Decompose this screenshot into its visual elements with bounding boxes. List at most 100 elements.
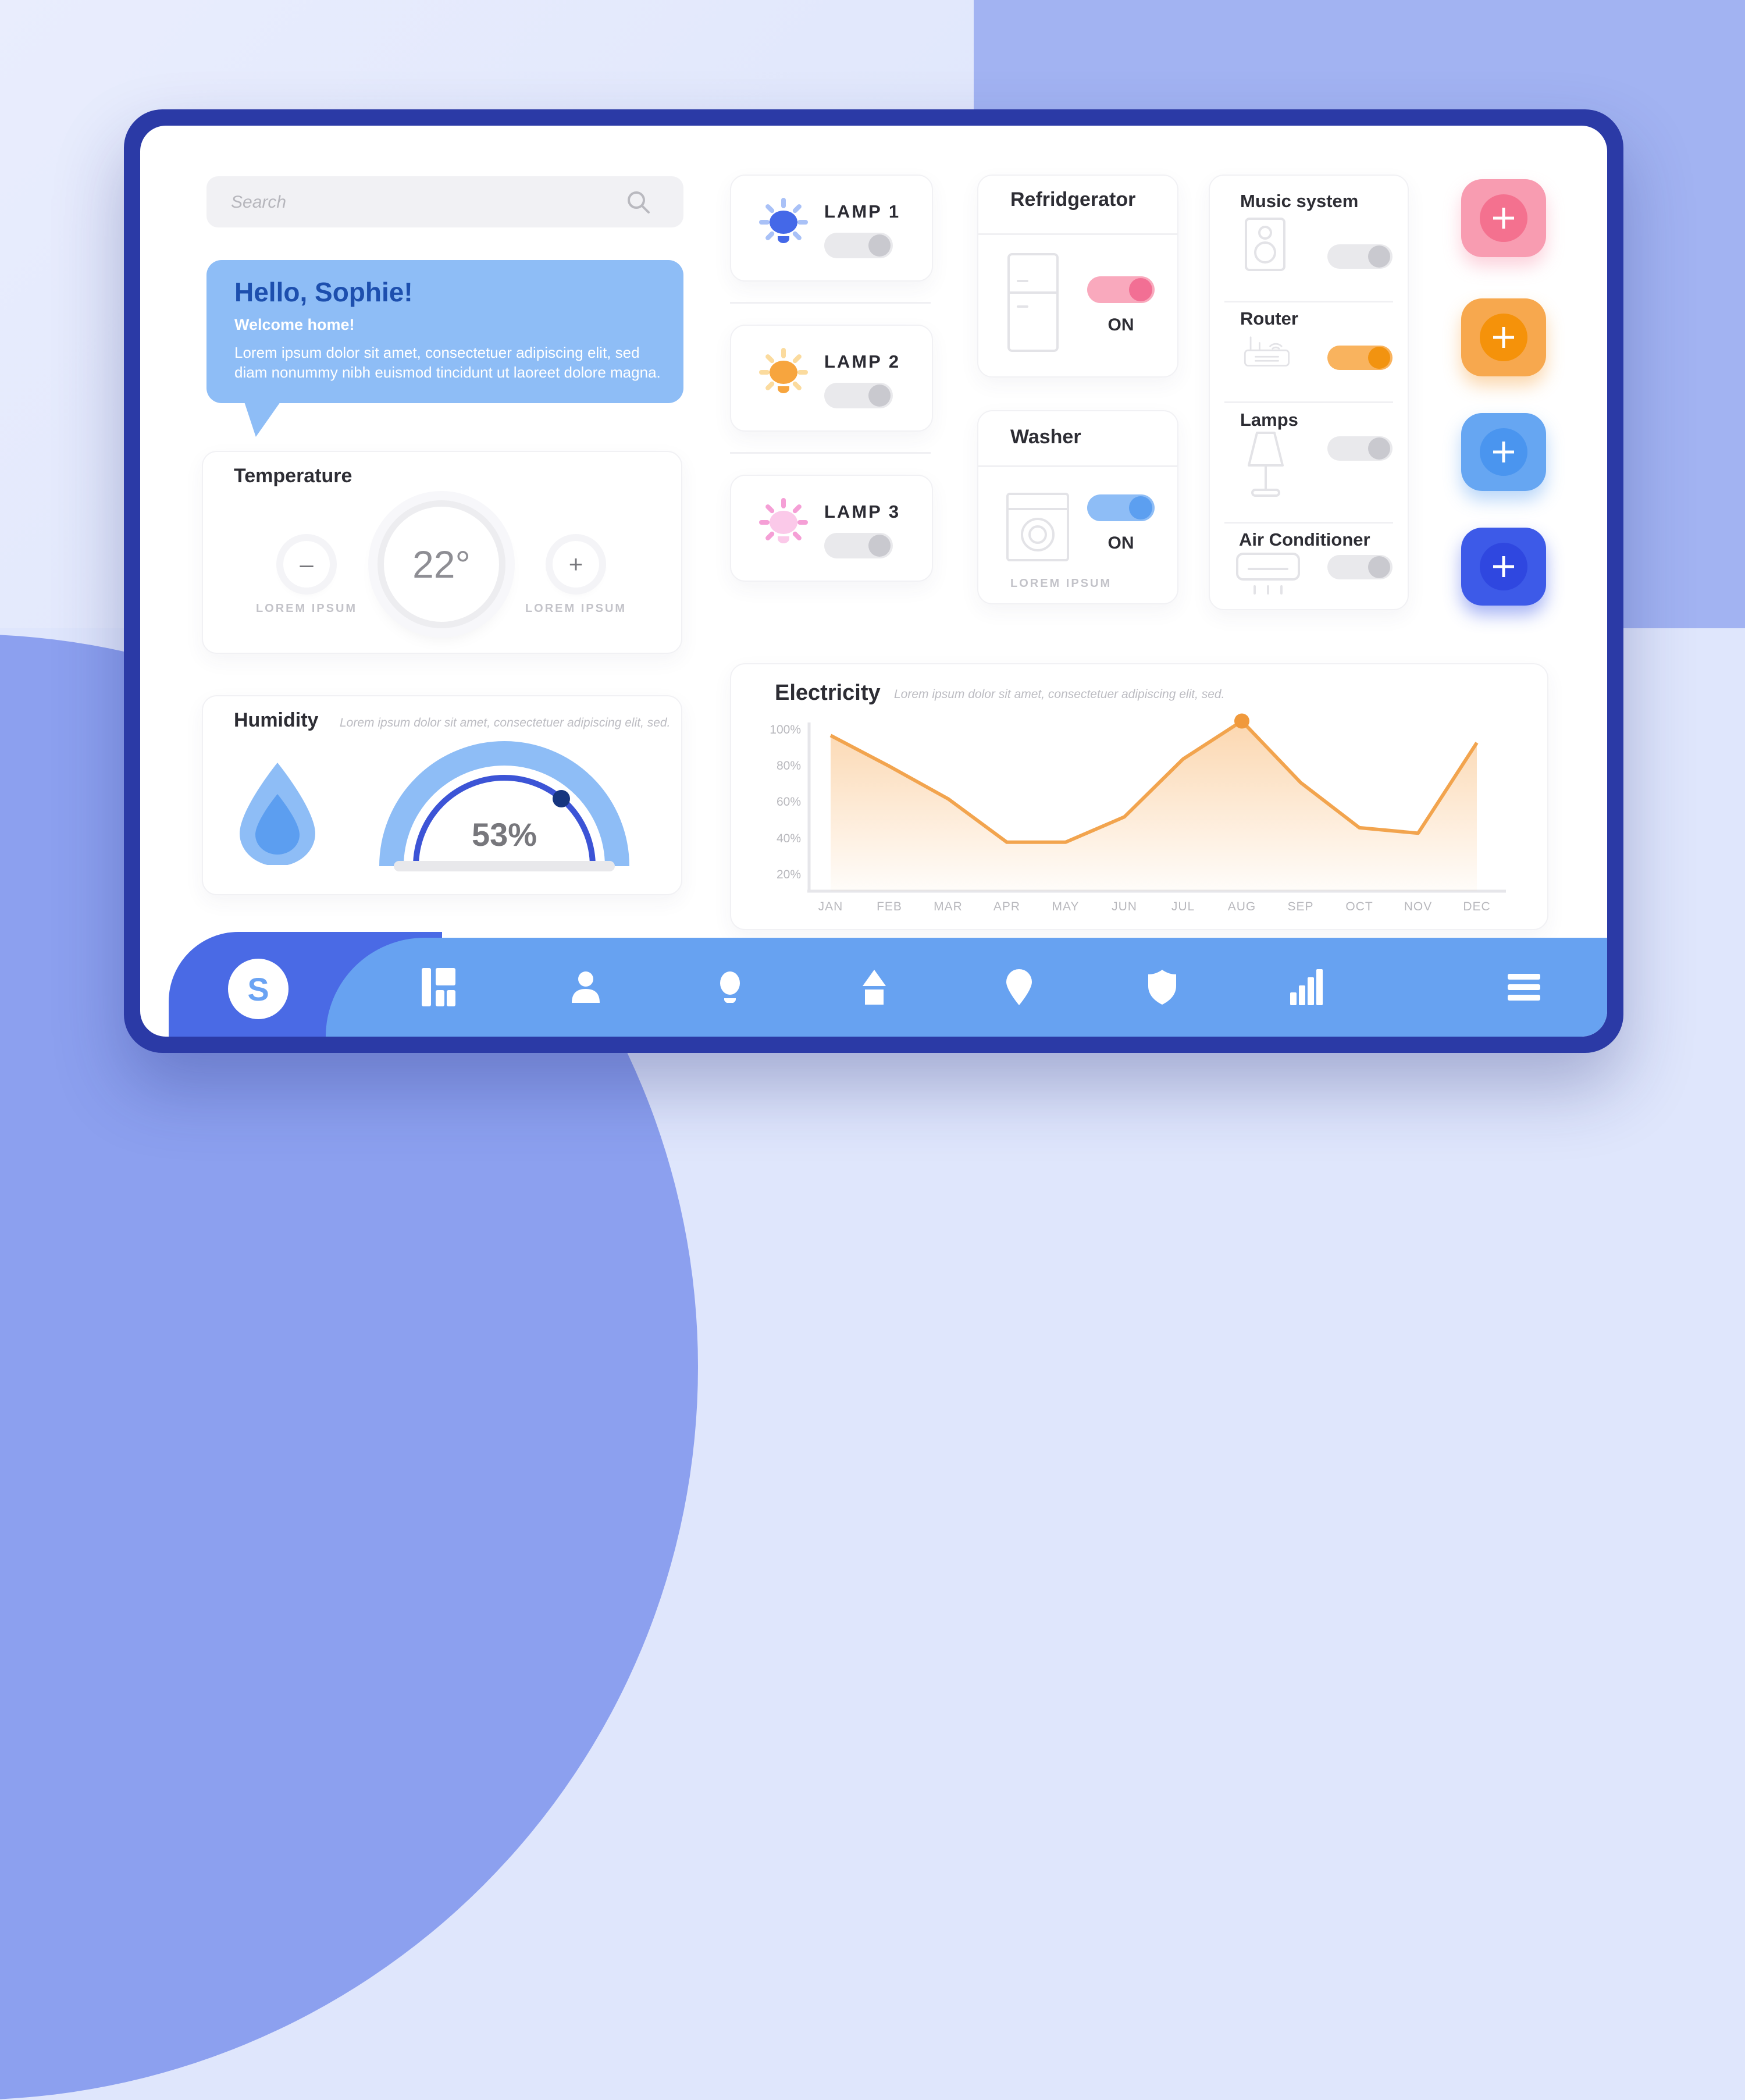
temperature-card: Temperature – 22° + LOREM IPSUM LOREM IP… bbox=[202, 451, 682, 654]
router-toggle-knob[interactable] bbox=[1368, 347, 1390, 369]
logo-badge[interactable]: S bbox=[228, 959, 289, 1019]
x-tick-label: JUN bbox=[1112, 900, 1137, 913]
chart-area-fill bbox=[831, 721, 1477, 891]
refrigerator-toggle-knob[interactable] bbox=[1129, 278, 1152, 301]
music-system-label: Music system bbox=[1240, 191, 1359, 211]
y-tick-label: 20% bbox=[776, 867, 801, 881]
lamps-label: Lamps bbox=[1240, 410, 1298, 430]
refrigerator-title: Refridgerator bbox=[1010, 188, 1136, 211]
lamp2-bulb-icon bbox=[761, 350, 806, 393]
lamp-divider bbox=[730, 302, 931, 304]
washer-toggle-knob[interactable] bbox=[1129, 496, 1152, 519]
lamp-divider bbox=[730, 452, 931, 454]
humidity-subtitle: Lorem ipsum dolor sit amet, consectetuer… bbox=[340, 716, 671, 729]
search-input[interactable] bbox=[230, 176, 628, 229]
temperature-decrease-button[interactable]: – bbox=[283, 541, 330, 588]
temperature-increase-button[interactable]: + bbox=[553, 541, 599, 588]
music-system-toggle-knob[interactable] bbox=[1368, 245, 1390, 268]
bar-chart-icon[interactable] bbox=[1286, 967, 1327, 1008]
washer-icon bbox=[1006, 493, 1069, 561]
lamp2-toggle[interactable] bbox=[824, 383, 893, 408]
x-tick-label: AUG bbox=[1227, 900, 1256, 913]
x-tick-label: NOV bbox=[1404, 900, 1433, 913]
temperature-title: Temperature bbox=[234, 465, 352, 487]
plus-icon bbox=[1480, 194, 1527, 242]
kanban-board-icon[interactable] bbox=[420, 967, 461, 1008]
lamp1-toggle-knob[interactable] bbox=[868, 234, 891, 257]
x-tick-label: OCT bbox=[1345, 900, 1373, 913]
refrigerator-card: Refridgerator ON bbox=[977, 175, 1178, 378]
card-divider bbox=[1224, 522, 1393, 524]
x-tick-label: JAN bbox=[818, 900, 843, 913]
plus-icon bbox=[1480, 428, 1527, 476]
add-device-button-blue[interactable] bbox=[1461, 528, 1546, 606]
search-icon[interactable] bbox=[625, 189, 651, 215]
add-device-button-orange[interactable] bbox=[1461, 298, 1546, 376]
refrigerator-icon bbox=[1007, 253, 1059, 352]
washer-state: ON bbox=[1107, 533, 1134, 553]
lamp2-toggle-knob[interactable] bbox=[868, 385, 891, 407]
x-tick-label: JUL bbox=[1171, 900, 1195, 913]
x-tick-label: APR bbox=[993, 900, 1021, 913]
lamp-icon bbox=[1248, 432, 1284, 497]
humidity-gauge-handle[interactable] bbox=[553, 790, 570, 807]
lightbulb-icon[interactable] bbox=[710, 967, 750, 1008]
y-tick-label: 100% bbox=[770, 723, 801, 736]
refrigerator-toggle[interactable] bbox=[1087, 276, 1155, 303]
chart-line bbox=[829, 719, 1479, 844]
humidity-gauge-base bbox=[394, 861, 615, 871]
lamps-toggle-knob[interactable] bbox=[1368, 437, 1390, 460]
plus-icon bbox=[1480, 314, 1527, 361]
temperature-plus-caption: LOREM IPSUM bbox=[525, 602, 627, 615]
refrigerator-state: ON bbox=[1107, 315, 1134, 334]
lamps-toggle[interactable] bbox=[1327, 436, 1393, 461]
nav-bar bbox=[326, 938, 1607, 1037]
washer-caption: LOREM IPSUM bbox=[1010, 577, 1112, 590]
person-icon[interactable] bbox=[565, 967, 606, 1008]
temperature-dial: 22° bbox=[378, 500, 505, 628]
washer-toggle[interactable] bbox=[1087, 494, 1155, 521]
devices-card: Music system Router Lamps Air Conditione… bbox=[1209, 175, 1409, 610]
x-tick-label: MAR bbox=[934, 900, 963, 913]
lamp3-label: LAMP 3 bbox=[824, 501, 901, 522]
lamp2-label: LAMP 2 bbox=[824, 351, 901, 372]
humidity-value: 53% bbox=[471, 816, 537, 853]
chart-peak-marker bbox=[1234, 713, 1249, 729]
greeting-card: Hello, Sophie! Welcome home! Lorem ipsum… bbox=[206, 260, 683, 403]
add-device-button-lightblue[interactable] bbox=[1461, 413, 1546, 491]
shield-icon[interactable] bbox=[1142, 967, 1183, 1008]
electricity-title: Electricity bbox=[775, 681, 881, 705]
air-conditioner-toggle[interactable] bbox=[1327, 555, 1393, 579]
x-tick-label: FEB bbox=[877, 900, 902, 913]
search-bar bbox=[206, 176, 683, 229]
air-conditioner-label: Air Conditioner bbox=[1239, 529, 1370, 550]
electricity-subtitle: Lorem ipsum dolor sit amet, consectetuer… bbox=[894, 688, 1225, 701]
home-icon[interactable] bbox=[854, 967, 895, 1008]
y-tick-label: 60% bbox=[776, 795, 801, 809]
location-pin-icon[interactable] bbox=[999, 967, 1039, 1008]
greeting-title: Hello, Sophie! bbox=[234, 277, 413, 307]
hamburger-menu-icon[interactable] bbox=[1504, 967, 1544, 1008]
router-toggle[interactable] bbox=[1327, 346, 1393, 370]
electricity-card: Electricity Lorem ipsum dolor sit amet, … bbox=[730, 663, 1548, 930]
x-tick-label: MAY bbox=[1052, 900, 1080, 913]
lamp3-toggle-knob[interactable] bbox=[868, 535, 891, 557]
lamp1-toggle[interactable] bbox=[824, 233, 893, 258]
x-tick-label: SEP bbox=[1287, 900, 1314, 913]
air-conditioner-icon bbox=[1236, 553, 1300, 595]
washer-card: Washer ON LOREM IPSUM bbox=[977, 410, 1178, 604]
water-drop-icon bbox=[240, 763, 315, 865]
lamp3-card: LAMP 3 bbox=[730, 475, 933, 582]
card-divider bbox=[1224, 401, 1393, 403]
greeting-bubble-tail bbox=[244, 402, 280, 437]
lamp1-card: LAMP 1 bbox=[730, 175, 933, 282]
y-tick-label: 80% bbox=[776, 759, 801, 773]
add-device-button-pink[interactable] bbox=[1461, 179, 1546, 257]
x-tick-label: DEC bbox=[1463, 900, 1491, 913]
temperature-minus-caption: LOREM IPSUM bbox=[255, 602, 358, 615]
card-divider bbox=[978, 233, 1177, 235]
music-system-toggle[interactable] bbox=[1327, 244, 1393, 269]
humidity-gauge bbox=[379, 741, 629, 867]
lamp3-toggle[interactable] bbox=[824, 533, 893, 558]
air-conditioner-toggle-knob[interactable] bbox=[1368, 556, 1390, 578]
